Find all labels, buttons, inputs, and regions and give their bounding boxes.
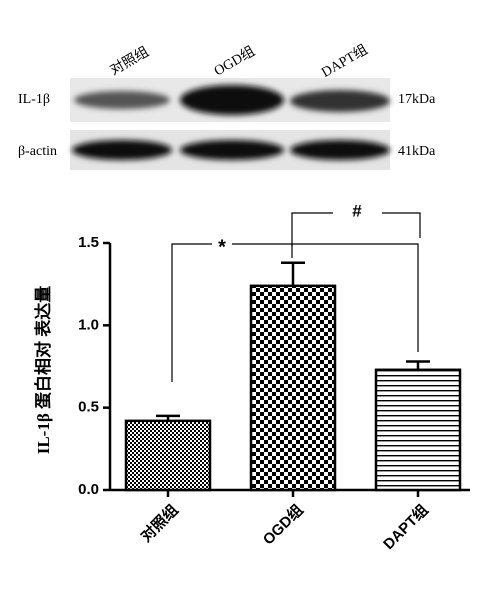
band <box>74 91 170 109</box>
bracket <box>382 212 421 238</box>
annotation: # <box>352 201 362 220</box>
x-tick-label: DAPT组 <box>379 501 431 553</box>
lane-label: OGD组 <box>211 43 257 79</box>
y-tick-label: 0.0 <box>78 481 99 498</box>
bar <box>124 419 212 492</box>
bar <box>374 368 462 492</box>
western-blot <box>70 78 390 170</box>
row-label: β-actin <box>18 144 57 159</box>
lane-label: 对照组 <box>107 44 151 79</box>
bracket <box>292 243 419 352</box>
y-tick-label: 1.0 <box>78 316 99 333</box>
band <box>180 85 284 115</box>
lane-label: DAPT组 <box>319 42 371 81</box>
row-label: IL-1β <box>18 92 50 107</box>
bracket <box>291 212 333 246</box>
band <box>290 90 390 112</box>
y-tick-label: 1.5 <box>78 234 99 251</box>
bracket <box>232 243 293 258</box>
bracket <box>171 243 212 382</box>
y-tick-label: 0.5 <box>78 399 99 416</box>
band-size: 41kDa <box>398 144 436 159</box>
band <box>72 140 172 160</box>
y-axis-label: IL-1β 蛋白相对 表达量 <box>33 286 53 455</box>
x-tick-label: OGD组 <box>259 501 306 548</box>
band <box>290 140 390 160</box>
band-size: 17kDa <box>398 92 436 107</box>
x-tick-label: 对照组 <box>137 501 182 546</box>
bar <box>249 284 337 492</box>
band <box>180 140 284 160</box>
annotation: * <box>218 236 226 258</box>
